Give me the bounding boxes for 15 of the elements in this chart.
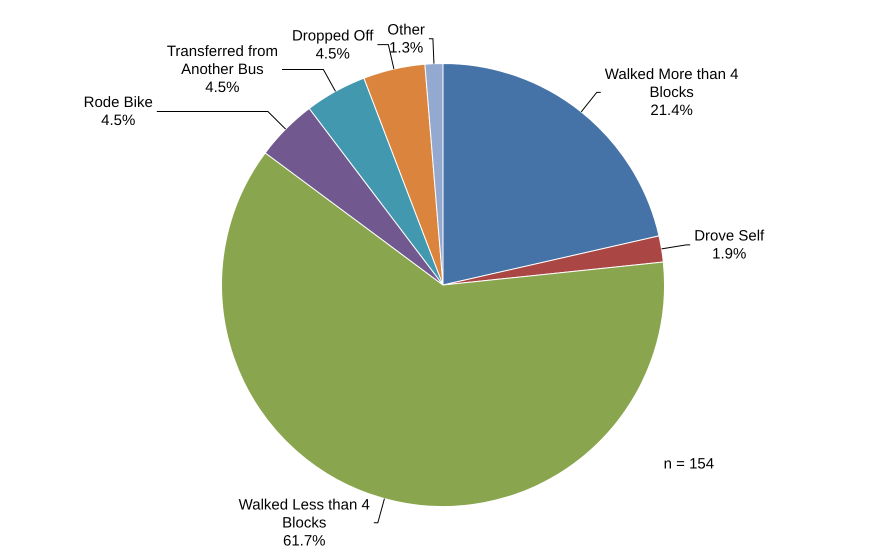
data-label: 4.5%	[205, 79, 240, 96]
text: n = 154	[664, 455, 714, 472]
slice-label: Drove Self	[694, 227, 766, 244]
data-label: 21.4%	[650, 102, 693, 119]
data-label: 1.9%	[712, 245, 746, 262]
data-label: 4.5%	[101, 112, 136, 130]
slice-label: Walked Less than 4 Blocks	[238, 496, 370, 532]
slice-label: Walked More than 4 Blocks	[604, 66, 738, 101]
data-label: 1.3%	[389, 39, 424, 56]
slice-label: Transferred from Another Bus	[166, 43, 278, 78]
slice-label: Other	[387, 21, 425, 38]
data-label: 4.5%	[316, 45, 350, 62]
data-label: 61.7%	[282, 532, 326, 550]
slice-label: Dropped Off	[292, 27, 374, 44]
slice-label: Rode Bike	[84, 94, 153, 112]
